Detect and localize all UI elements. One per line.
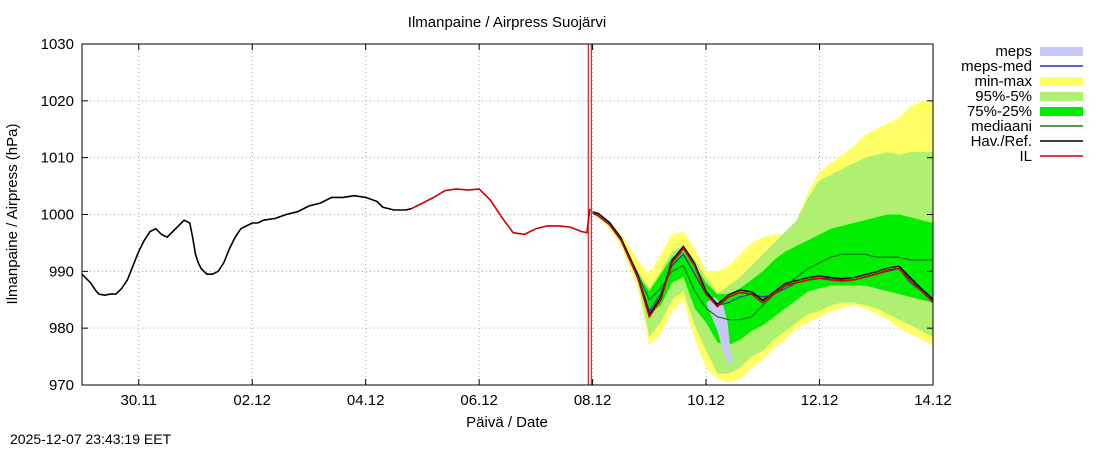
y-tick-label: 990 (49, 263, 74, 280)
forecast-bands (592, 100, 933, 383)
legend-swatch (1040, 47, 1083, 56)
x-tick-label: 12.12 (801, 392, 839, 409)
legend-label: meps (995, 43, 1032, 60)
il-history-line (410, 188, 591, 236)
y-tick-label: 1020 (41, 93, 74, 110)
x-tick-label: 04.12 (347, 392, 385, 409)
y-tick-label: 980 (49, 320, 74, 337)
legend-label: Hav./Ref. (971, 133, 1032, 150)
legend-label: meps-med (961, 58, 1032, 75)
legend-label: min-max (974, 73, 1032, 90)
legend-label: 75%-25% (967, 103, 1032, 120)
y-tick-label: 1010 (41, 150, 74, 167)
y-axis-ticks: 970 980 990 1000 1010 1020 1030 (41, 36, 933, 394)
chart-title: Ilmanpaine / Airpress Suojärvi (408, 14, 606, 31)
legend-label: mediaani (971, 118, 1032, 135)
y-tick-label: 1000 (41, 207, 74, 224)
legend-swatch (1040, 77, 1083, 86)
data-lines (81, 44, 934, 385)
legend-label: 95%-5% (975, 88, 1032, 105)
x-tick-label: 02.12 (233, 392, 271, 409)
il-line (592, 211, 934, 319)
x-axis-ticks: 30.11 02.12 04.12 06.12 08.12 10.12 12.12 14.12 (121, 44, 952, 409)
x-axis-label: Päivä / Date (466, 414, 548, 431)
legend-swatch (1040, 92, 1083, 101)
legend-swatch (1040, 107, 1083, 116)
band-7525 (592, 212, 933, 346)
band-955 (592, 152, 933, 374)
timestamp: 2025-12-07 23:43:19 EET (10, 431, 172, 447)
x-tick-label: 08.12 (574, 392, 612, 409)
x-tick-label: 10.12 (687, 392, 725, 409)
observed-line (81, 194, 412, 297)
y-tick-label: 970 (49, 377, 74, 394)
meps-plume (706, 296, 732, 366)
x-tick-label: 06.12 (460, 392, 498, 409)
legend-label: IL (1019, 148, 1032, 165)
x-tick-label: 30.11 (121, 392, 157, 409)
x-tick-label: 14.12 (914, 392, 952, 409)
y-axis-label: Ilmanpaine / Airpress (hPa) (4, 124, 21, 305)
legend: mepsmeps-medmin-max95%-5%75%-25%mediaani… (961, 43, 1083, 165)
y-tick-label: 1030 (41, 36, 74, 53)
mediaani-line (592, 212, 933, 321)
